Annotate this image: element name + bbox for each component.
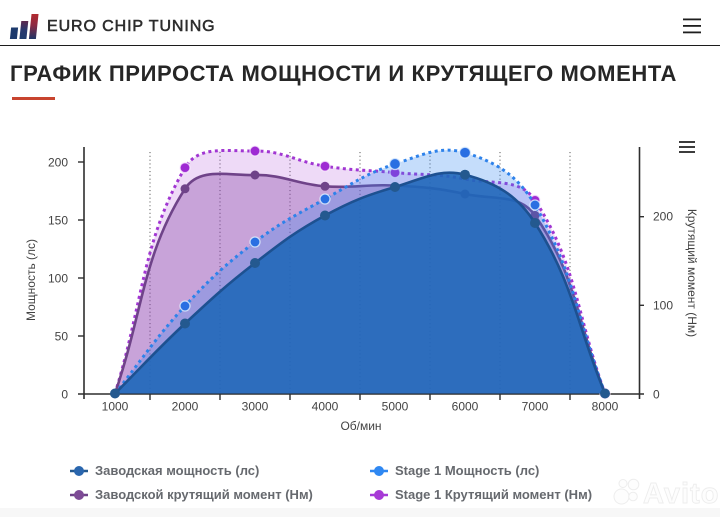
svg-text:3000: 3000: [242, 400, 269, 414]
svg-text:6000: 6000: [452, 400, 479, 414]
svg-text:5000: 5000: [382, 400, 409, 414]
svg-text:0: 0: [61, 387, 68, 401]
svg-text:50: 50: [55, 329, 69, 343]
svg-text:200: 200: [48, 155, 68, 169]
svg-text:Крутящий момент (Нм): Крутящий момент (Нм): [685, 209, 699, 337]
svg-text:8000: 8000: [592, 400, 619, 414]
svg-text:1000: 1000: [102, 400, 129, 414]
svg-text:7000: 7000: [522, 400, 549, 414]
svg-text:150: 150: [48, 213, 68, 227]
svg-text:4000: 4000: [312, 400, 339, 414]
svg-text:Мощность (лс): Мощность (лс): [24, 239, 38, 321]
svg-text:100: 100: [48, 271, 68, 285]
svg-text:Об/мин: Об/мин: [340, 419, 381, 433]
svg-text:100: 100: [653, 298, 673, 312]
svg-text:200: 200: [653, 210, 673, 224]
svg-text:Avito: Avito: [643, 478, 719, 510]
svg-text:0: 0: [653, 387, 660, 401]
svg-text:2000: 2000: [172, 400, 199, 414]
